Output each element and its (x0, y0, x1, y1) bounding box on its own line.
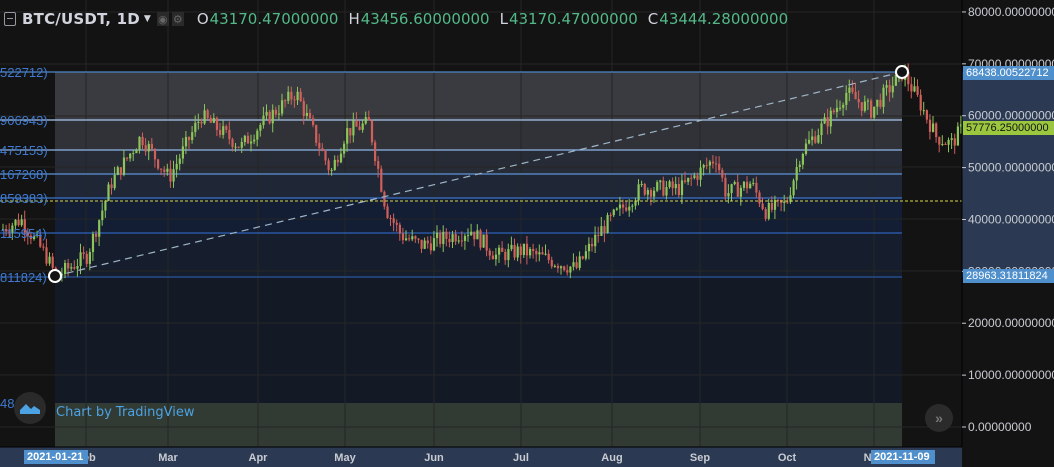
low-label: L (499, 10, 508, 28)
svg-text:906943): 906943) (0, 113, 48, 128)
price-axis-fib-highlight (962, 72, 1054, 277)
fib-level-labels: 522712) 906943) 475153) 167268) 859383) … (0, 65, 48, 411)
svg-text:859383): 859383) (0, 191, 48, 206)
fib-anchor-end-handle[interactable] (895, 65, 909, 79)
svg-text:Sep: Sep (690, 452, 710, 464)
svg-text:Oct: Oct (778, 452, 797, 464)
svg-text:167268): 167268) (0, 167, 48, 182)
svg-text:Jul: Jul (513, 452, 529, 464)
grid-lines (0, 0, 962, 447)
gear-icon[interactable]: ⚙ (171, 12, 184, 26)
high-value: 43456.60000000 (360, 10, 490, 28)
fib-high-price-label: 68438.00522712 (963, 66, 1054, 80)
fib-anchor-start-handle[interactable] (48, 269, 62, 283)
tradingview-logo-icon[interactable] (14, 392, 46, 424)
svg-text:475153): 475153) (0, 143, 48, 158)
chevron-down-icon[interactable]: ▼ (143, 14, 151, 24)
svg-text:60000.00000000: 60000.00000000 (968, 109, 1054, 123)
svg-text:Mar: Mar (158, 452, 178, 464)
collapse-legend-icon[interactable] (4, 12, 16, 26)
svg-text:80000.00000000: 80000.00000000 (968, 5, 1054, 19)
svg-text:115954): 115954) (0, 226, 47, 241)
svg-text:0.00000000: 0.00000000 (968, 420, 1032, 434)
scroll-to-realtime-button[interactable]: » (925, 404, 953, 432)
fib-low-price-label: 28963.31811824 (963, 269, 1054, 283)
svg-text:20000.00000000: 20000.00000000 (968, 316, 1054, 330)
svg-text:May: May (334, 452, 356, 464)
symbol-interval[interactable]: BTC/USDT, 1D (22, 10, 140, 28)
low-value: 43170.47000000 (508, 10, 638, 28)
chart-legend: BTC/USDT, 1D ▼ ◉ ⚙ O 43170.47000000 H 4345… (4, 9, 788, 29)
fib-end-date-label: 2021-11-09 (871, 450, 935, 464)
svg-text:Aug: Aug (601, 452, 622, 464)
close-label: C (647, 10, 659, 28)
last-price-label: 57776.25000000 (963, 121, 1054, 135)
candlestick-series[interactable] (2, 63, 963, 282)
svg-text:Apr: Apr (249, 452, 269, 464)
svg-text:10000.00000000: 10000.00000000 (968, 368, 1054, 382)
time-axis[interactable] (0, 447, 962, 467)
fib-retracement-zone[interactable] (55, 72, 902, 447)
fib-trend-line[interactable] (54, 71, 903, 277)
svg-text:50000.00000000: 50000.00000000 (968, 161, 1054, 175)
high-label: H (348, 10, 360, 28)
open-value: 43170.47000000 (209, 10, 339, 28)
fib-levels[interactable] (0, 71, 902, 278)
svg-text:811824): 811824) (0, 270, 47, 285)
tradingview-attribution-link[interactable]: Chart by TradingView (56, 405, 195, 420)
visibility-eye-icon[interactable]: ◉ (156, 12, 169, 26)
close-value: 43444.28000000 (659, 10, 789, 28)
fib-start-date-label: 2021-01-21 (24, 450, 88, 464)
svg-text:40000.00000000: 40000.00000000 (968, 212, 1054, 226)
svg-text:Jun: Jun (424, 452, 444, 464)
svg-text:522712): 522712) (0, 65, 48, 80)
open-label: O (196, 10, 209, 28)
